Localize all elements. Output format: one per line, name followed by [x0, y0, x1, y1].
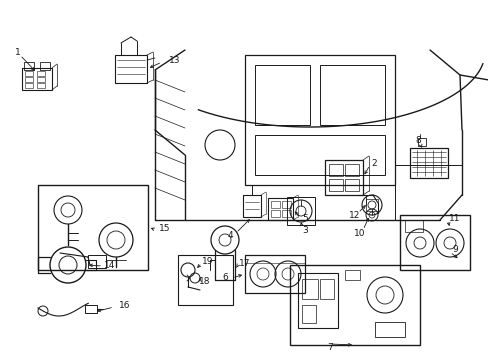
Text: 18: 18 — [199, 278, 210, 287]
Bar — [25, 83, 33, 88]
Text: 14: 14 — [104, 261, 116, 270]
Bar — [328, 179, 342, 191]
Bar — [399, 215, 469, 270]
Bar — [115, 55, 147, 83]
Bar — [319, 65, 384, 125]
Text: 15: 15 — [159, 224, 170, 233]
Bar — [25, 71, 33, 76]
Bar — [302, 305, 315, 323]
Bar — [409, 148, 447, 178]
Bar — [37, 83, 45, 88]
Text: 10: 10 — [353, 229, 365, 238]
Bar — [286, 197, 314, 225]
Text: 19: 19 — [202, 257, 213, 266]
Bar — [302, 279, 317, 299]
Bar — [319, 279, 333, 299]
Bar — [25, 77, 33, 82]
Bar — [178, 255, 232, 305]
Bar — [297, 273, 337, 328]
Bar — [270, 210, 280, 217]
Bar — [282, 210, 290, 217]
Bar — [37, 77, 45, 82]
Bar — [328, 164, 342, 176]
Text: 1: 1 — [15, 48, 21, 57]
Bar — [243, 195, 261, 217]
Text: 8: 8 — [414, 135, 420, 144]
Bar — [22, 68, 52, 90]
Text: 11: 11 — [448, 213, 460, 222]
Bar — [345, 179, 358, 191]
Text: 3: 3 — [302, 225, 307, 234]
Bar — [85, 305, 97, 313]
Bar — [254, 135, 384, 175]
Text: 2: 2 — [370, 158, 376, 167]
Bar — [345, 270, 359, 280]
Bar — [40, 62, 50, 70]
Text: 17: 17 — [239, 258, 250, 267]
Bar — [270, 201, 280, 208]
Text: 12: 12 — [348, 211, 360, 220]
Bar — [37, 71, 45, 76]
Bar — [289, 265, 419, 345]
Bar — [38, 185, 148, 270]
Bar — [374, 322, 404, 337]
Bar — [282, 201, 290, 208]
Bar — [267, 198, 292, 220]
Bar — [244, 255, 305, 293]
Bar — [365, 199, 377, 211]
Bar — [345, 164, 358, 176]
Text: 13: 13 — [169, 55, 181, 64]
Text: 16: 16 — [119, 301, 130, 310]
Text: 4: 4 — [227, 230, 232, 239]
Bar — [244, 55, 394, 185]
Text: 6: 6 — [222, 274, 227, 283]
Text: 5: 5 — [302, 213, 307, 222]
Bar — [254, 65, 309, 125]
Text: 7: 7 — [326, 343, 332, 352]
Bar — [325, 160, 362, 195]
Bar — [88, 255, 106, 268]
Bar — [404, 220, 422, 232]
Bar — [24, 62, 34, 70]
Text: 9: 9 — [451, 246, 457, 255]
Bar — [417, 138, 425, 146]
